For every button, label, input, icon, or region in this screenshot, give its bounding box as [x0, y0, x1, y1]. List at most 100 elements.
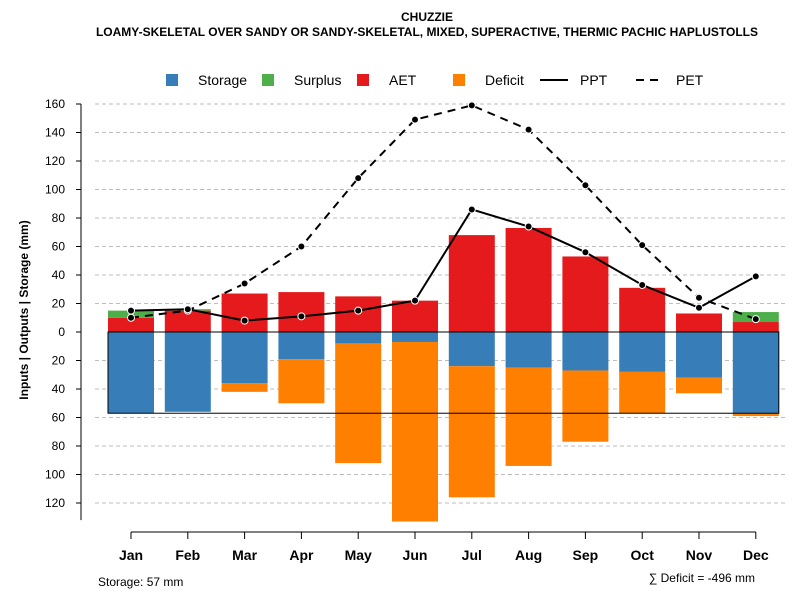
legend-label: AET: [389, 72, 417, 88]
storage-bar: [732, 332, 779, 414]
x-tick-label: Nov: [686, 547, 713, 563]
aet-bar: [619, 287, 666, 332]
ppt-point: [127, 306, 135, 315]
aet-bar: [448, 235, 495, 332]
deficit-bar: [676, 377, 722, 394]
storage-bar: [278, 332, 325, 360]
deficit-bar: [448, 366, 495, 498]
ppt-line: [130, 208, 757, 322]
y-tick-label: 120: [45, 154, 65, 168]
chart-subtitle: LOAMY-SKELETAL OVER SANDY OR SANDY-SKELE…: [96, 25, 758, 39]
pet-point: [240, 279, 249, 288]
y-tick-label: 80: [52, 211, 66, 225]
deficit-bar: [335, 343, 382, 464]
ppt-point: [581, 248, 590, 257]
y-tick-label: 0: [58, 325, 65, 339]
aet-bar: [164, 310, 211, 332]
ppt-point: [183, 305, 192, 314]
y-tick-label: 120: [45, 496, 65, 510]
y-tick-label: 40: [52, 268, 66, 282]
ppt-point: [297, 312, 306, 321]
ppt-point: [751, 272, 760, 281]
ppt-point: [411, 296, 419, 305]
chart-legend: Storage Surplus AET Deficit PPT PET: [166, 72, 704, 88]
storage-bar: [108, 332, 154, 414]
ppt-point: [467, 205, 476, 214]
deficit-bar: [221, 383, 268, 392]
aet-bar: [221, 293, 268, 332]
storage-note: Storage: 57 mm: [98, 575, 183, 589]
storage-bar: [562, 332, 609, 371]
x-tick-label: May: [345, 547, 372, 563]
aet-bar: [732, 322, 779, 332]
x-tick-label: Oct: [631, 547, 655, 563]
pet-point: [354, 174, 363, 183]
pet-point: [524, 125, 533, 134]
y-tick-label: 80: [52, 439, 66, 453]
ppt-point: [354, 306, 363, 315]
deficit-bar: [619, 371, 666, 414]
x-tick-label: Dec: [743, 547, 769, 563]
x-tick-label: Jul: [462, 547, 482, 563]
legend-swatch: [453, 74, 465, 86]
series-lines: [130, 104, 757, 322]
storage-bar: [392, 332, 438, 342]
aet-bar: [392, 300, 438, 332]
legend-label: Surplus: [294, 72, 341, 88]
y-tick-label: 60: [52, 240, 66, 254]
ppt-point: [524, 222, 533, 231]
storage-bar: [164, 332, 211, 412]
y-tick-label: 60: [52, 411, 66, 425]
y-tick-label: 100: [45, 468, 65, 482]
storage-bar: [221, 332, 268, 384]
legend-label: Deficit: [485, 72, 524, 88]
storage-bar: [676, 332, 722, 378]
chart-title: CHUZZIE: [401, 10, 453, 24]
pet-point: [127, 313, 135, 322]
x-tick-label: Mar: [232, 547, 257, 563]
x-tick-label: Jun: [403, 547, 428, 563]
legend-label: PPT: [580, 72, 608, 88]
aet-bar: [278, 292, 325, 332]
y-tick-label: 20: [52, 354, 66, 368]
ppt-point: [695, 303, 703, 312]
deficit-bar: [732, 413, 779, 417]
deficit-bar: [278, 359, 325, 404]
y-axis-label: Inputs | Outputs | Storage (mm): [17, 220, 31, 399]
x-tick-label: Apr: [289, 547, 314, 563]
aet-bar: [505, 227, 552, 332]
ppt-point: [638, 280, 647, 289]
aet-bar: [676, 313, 722, 332]
y-tick-label: 140: [45, 126, 65, 140]
pet-point: [638, 241, 647, 250]
bars: [107, 227, 780, 522]
pet-line: [130, 104, 757, 321]
aet-bar: [562, 256, 609, 332]
y-tick-label: 100: [45, 183, 65, 197]
y-tick-label: 160: [45, 97, 65, 111]
y-tick-label: 40: [52, 382, 66, 396]
deficit-bar: [562, 370, 609, 442]
deficit-sum-note: ∑ Deficit = -496 mm: [649, 571, 755, 585]
x-tick-label: Feb: [175, 547, 200, 563]
y-tick-label: 20: [52, 297, 66, 311]
ppt-point: [240, 316, 249, 325]
aet-bar: [108, 317, 154, 332]
y-axis: 160 140 120 100 80 60 40 20 0 20 40 60 80 100 120: [45, 97, 82, 521]
x-axis: Jan Feb Mar Apr May Jun Jul Aug Sep Oct Nov Dec: [119, 531, 769, 563]
storage-bar: [335, 332, 382, 344]
storage-bar: [619, 332, 666, 372]
legend-swatch: [166, 74, 178, 86]
deficit-bar: [392, 341, 438, 522]
legend-label: PET: [676, 72, 704, 88]
pet-point: [297, 242, 306, 251]
legend-label: Storage: [198, 72, 247, 88]
pet-point: [411, 115, 419, 124]
x-tick-label: Sep: [573, 547, 599, 563]
gridlines: [95, 103, 785, 504]
series-points: [127, 101, 760, 325]
pet-point: [467, 101, 476, 110]
x-tick-label: Aug: [515, 547, 542, 563]
deficit-bar: [505, 367, 552, 466]
